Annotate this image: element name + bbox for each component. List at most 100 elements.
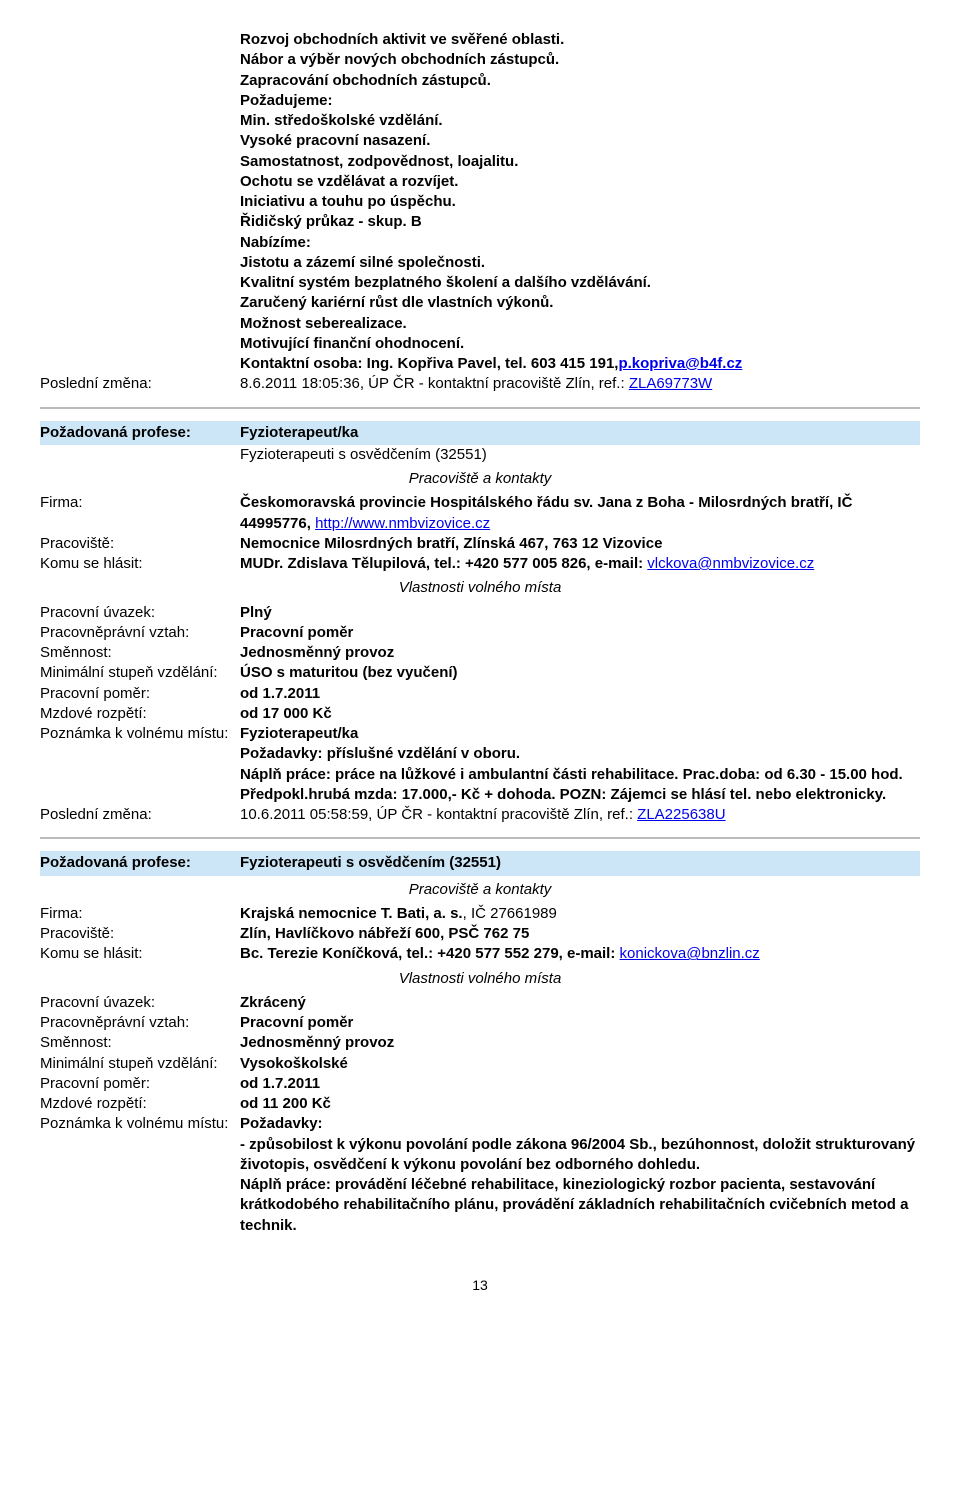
job1-posl-value: 10.6.2011 05:58:59, ÚP ČR - kontaktní pr… — [240, 805, 920, 825]
job1-pomer-row: Pracovní poměr: od 1.7.2011 — [40, 684, 920, 704]
job1-pracoviste-row: Pracoviště: Nemocnice Milosrdných bratří… — [40, 534, 920, 554]
job1-vzdelani-row: Minimální stupeň vzdělání: ÚSO s maturit… — [40, 663, 920, 683]
job2-firma-row: Firma: Krajská nemocnice T. Bati, a. s.,… — [40, 904, 920, 924]
job1-firma-link[interactable]: http://www.nmbvizovice.cz — [315, 515, 490, 532]
job1-vztah-row: Pracovněprávní vztah: Pracovní poměr — [40, 623, 920, 643]
top-line: Jistotu a zázemí silné společnosti. — [240, 253, 920, 273]
top-line: Zapracování obchodních zástupců. — [240, 71, 920, 91]
top-posledni-row: Poslední změna: 8.6.2011 18:05:36, ÚP ČR… — [40, 374, 920, 394]
job2-firma-bold: Krajská nemocnice T. Bati, a. s. — [240, 905, 463, 922]
top-lines: Rozvoj obchodních aktivit ve svěřené obl… — [240, 30, 920, 354]
job2-firma-label: Firma: — [40, 904, 240, 924]
top-line: Iniciativu a touhu po úspěchu. — [240, 192, 920, 212]
job2-mzda-value: od 11 200 Kč — [240, 1094, 920, 1114]
page-number: 13 — [40, 1276, 920, 1295]
job1-posl-prefix: 10.6.2011 05:58:59, ÚP ČR - kontaktní pr… — [240, 806, 637, 823]
job1-prof-label: Požadovaná profese: — [40, 423, 240, 443]
job2-pozn-value: Požadavky: - způsobilost k výkonu povolá… — [240, 1114, 920, 1236]
divider — [40, 837, 920, 839]
job1-mzda-row: Mzdové rozpětí: od 17 000 Kč — [40, 704, 920, 724]
divider — [40, 407, 920, 409]
job1-komu-link[interactable]: vlckova@nmbvizovice.cz — [647, 555, 814, 572]
job1-section2: Vlastnosti volného místa — [40, 578, 920, 598]
job1-mzda-label: Mzdové rozpětí: — [40, 704, 240, 724]
job2-smennost-row: Směnnost: Jednosměnný provoz — [40, 1033, 920, 1053]
job1-firma-label: Firma: — [40, 493, 240, 534]
job2-vztah-row: Pracovněprávní vztah: Pracovní poměr — [40, 1013, 920, 1033]
top-line: Zaručený kariérní růst dle vlastních výk… — [240, 293, 920, 313]
job1-mzda-value: od 17 000 Kč — [240, 704, 920, 724]
job1-pomer-label: Pracovní poměr: — [40, 684, 240, 704]
job2-uvazek-label: Pracovní úvazek: — [40, 993, 240, 1013]
top-line: Min. středoškolské vzdělání. — [240, 111, 920, 131]
job1-posl-label: Poslední změna: — [40, 805, 240, 825]
job2-vzdelani-row: Minimální stupeň vzdělání: Vysokoškolské — [40, 1054, 920, 1074]
job1-smennost-label: Směnnost: — [40, 643, 240, 663]
top-line: Nabízíme: — [240, 233, 920, 253]
top-line: Nábor a výběr nových obchodních zástupců… — [240, 50, 920, 70]
job1-prof-row: Požadovaná profese: Fyzioterapeut/ka — [40, 421, 920, 445]
job1-posl-link[interactable]: ZLA225638U — [637, 806, 725, 823]
job1-pozn-label: Poznámka k volnému místu: — [40, 724, 240, 805]
job1-pracoviste-value: Nemocnice Milosrdných bratří, Zlínská 46… — [240, 534, 920, 554]
job1-section1: Pracoviště a kontakty — [40, 469, 920, 489]
job2-vzdelani-label: Minimální stupeň vzdělání: — [40, 1054, 240, 1074]
top-posledni-label: Poslední změna: — [40, 374, 240, 394]
job1-komu-prefix: MUDr. Zdislava Tělupilová, tel.: +420 57… — [240, 555, 647, 572]
job1-firma-row: Firma: Českomoravská provincie Hospitáls… — [40, 493, 920, 534]
job2-pomer-row: Pracovní poměr: od 1.7.2011 — [40, 1074, 920, 1094]
job2-komu-label: Komu se hlásit: — [40, 944, 240, 964]
job1-pozn-row: Poznámka k volnému místu: Fyzioterapeut/… — [40, 724, 920, 805]
job1-prof-sub: Fyzioterapeuti s osvědčením (32551) — [240, 445, 920, 465]
job1-vzdelani-label: Minimální stupeň vzdělání: — [40, 663, 240, 683]
job2-smennost-value: Jednosměnný provoz — [240, 1033, 920, 1053]
job1-posl-row: Poslední změna: 10.6.2011 05:58:59, ÚP Č… — [40, 805, 920, 825]
job2-prof-value: Fyzioterapeuti s osvědčením (32551) — [240, 853, 920, 873]
top-line: Požadujeme: — [240, 91, 920, 111]
job2-komu-prefix: Bc. Terezie Koníčková, tel.: +420 577 55… — [240, 945, 620, 962]
top-line: Řidičský průkaz - skup. B — [240, 212, 920, 232]
contact-email-link[interactable]: p.kopriva@b4f.cz — [618, 355, 742, 372]
job2-firma-value: Krajská nemocnice T. Bati, a. s., IČ 276… — [240, 904, 920, 924]
top-line: Možnost seberealizace. — [240, 314, 920, 334]
job1-vztah-label: Pracovněprávní vztah: — [40, 623, 240, 643]
top-posledni-prefix: 8.6.2011 18:05:36, ÚP ČR - kontaktní pra… — [240, 375, 629, 392]
job2-pracoviste-row: Pracoviště: Zlín, Havlíčkovo nábřeží 600… — [40, 924, 920, 944]
job1-komu-label: Komu se hlásit: — [40, 554, 240, 574]
job1-uvazek-label: Pracovní úvazek: — [40, 603, 240, 623]
job1-prof-value: Fyzioterapeut/ka — [240, 423, 920, 443]
job1-pomer-value: od 1.7.2011 — [240, 684, 920, 704]
job2-komu-value: Bc. Terezie Koníčková, tel.: +420 577 55… — [240, 944, 920, 964]
job1-komu-value: MUDr. Zdislava Tělupilová, tel.: +420 57… — [240, 554, 920, 574]
job1-firma-value: Českomoravská provincie Hospitálského řá… — [240, 493, 920, 534]
job1-uvazek-value: Plný — [240, 603, 920, 623]
top-posledni-link[interactable]: ZLA69773W — [629, 375, 712, 392]
job2-pracoviste-value: Zlín, Havlíčkovo nábřeží 600, PSČ 762 75 — [240, 924, 920, 944]
job2-prof-label: Požadovaná profese: — [40, 853, 240, 873]
contact-text: Kontaktní osoba: Ing. Kopřiva Pavel, tel… — [240, 355, 618, 372]
job2-vztah-value: Pracovní poměr — [240, 1013, 920, 1033]
job2-komu-link[interactable]: konickova@bnzlin.cz — [620, 945, 760, 962]
job2-uvazek-value: Zkrácený — [240, 993, 920, 1013]
job2-prof-row: Požadovaná profese: Fyzioterapeuti s osv… — [40, 851, 920, 875]
job2-mzda-row: Mzdové rozpětí: od 11 200 Kč — [40, 1094, 920, 1114]
job1-vztah-value: Pracovní poměr — [240, 623, 920, 643]
job1-komu-row: Komu se hlásit: MUDr. Zdislava Tělupilov… — [40, 554, 920, 574]
job2-vztah-label: Pracovněprávní vztah: — [40, 1013, 240, 1033]
top-contact: Kontaktní osoba: Ing. Kopřiva Pavel, tel… — [240, 354, 920, 374]
top-line: Motivující finanční ohodnocení. — [240, 334, 920, 354]
job2-uvazek-row: Pracovní úvazek: Zkrácený — [40, 993, 920, 1013]
job2-section1: Pracoviště a kontakty — [40, 880, 920, 900]
job2-section2: Vlastnosti volného místa — [40, 969, 920, 989]
job2-vzdelani-value: Vysokoškolské — [240, 1054, 920, 1074]
top-line: Vysoké pracovní nasazení. — [240, 131, 920, 151]
job1-pracoviste-label: Pracoviště: — [40, 534, 240, 554]
top-line: Samostatnost, zodpovědnost, loajalitu. — [240, 152, 920, 172]
job2-komu-row: Komu se hlásit: Bc. Terezie Koníčková, t… — [40, 944, 920, 964]
top-line: Ochotu se vzdělávat a rozvíjet. — [240, 172, 920, 192]
job1-pozn-value: Fyzioterapeut/ka Požadavky: příslušné vz… — [240, 724, 920, 805]
top-line: Rozvoj obchodních aktivit ve svěřené obl… — [240, 30, 920, 50]
job1-smennost-row: Směnnost: Jednosměnný provoz — [40, 643, 920, 663]
job2-pomer-label: Pracovní poměr: — [40, 1074, 240, 1094]
job2-pomer-value: od 1.7.2011 — [240, 1074, 920, 1094]
